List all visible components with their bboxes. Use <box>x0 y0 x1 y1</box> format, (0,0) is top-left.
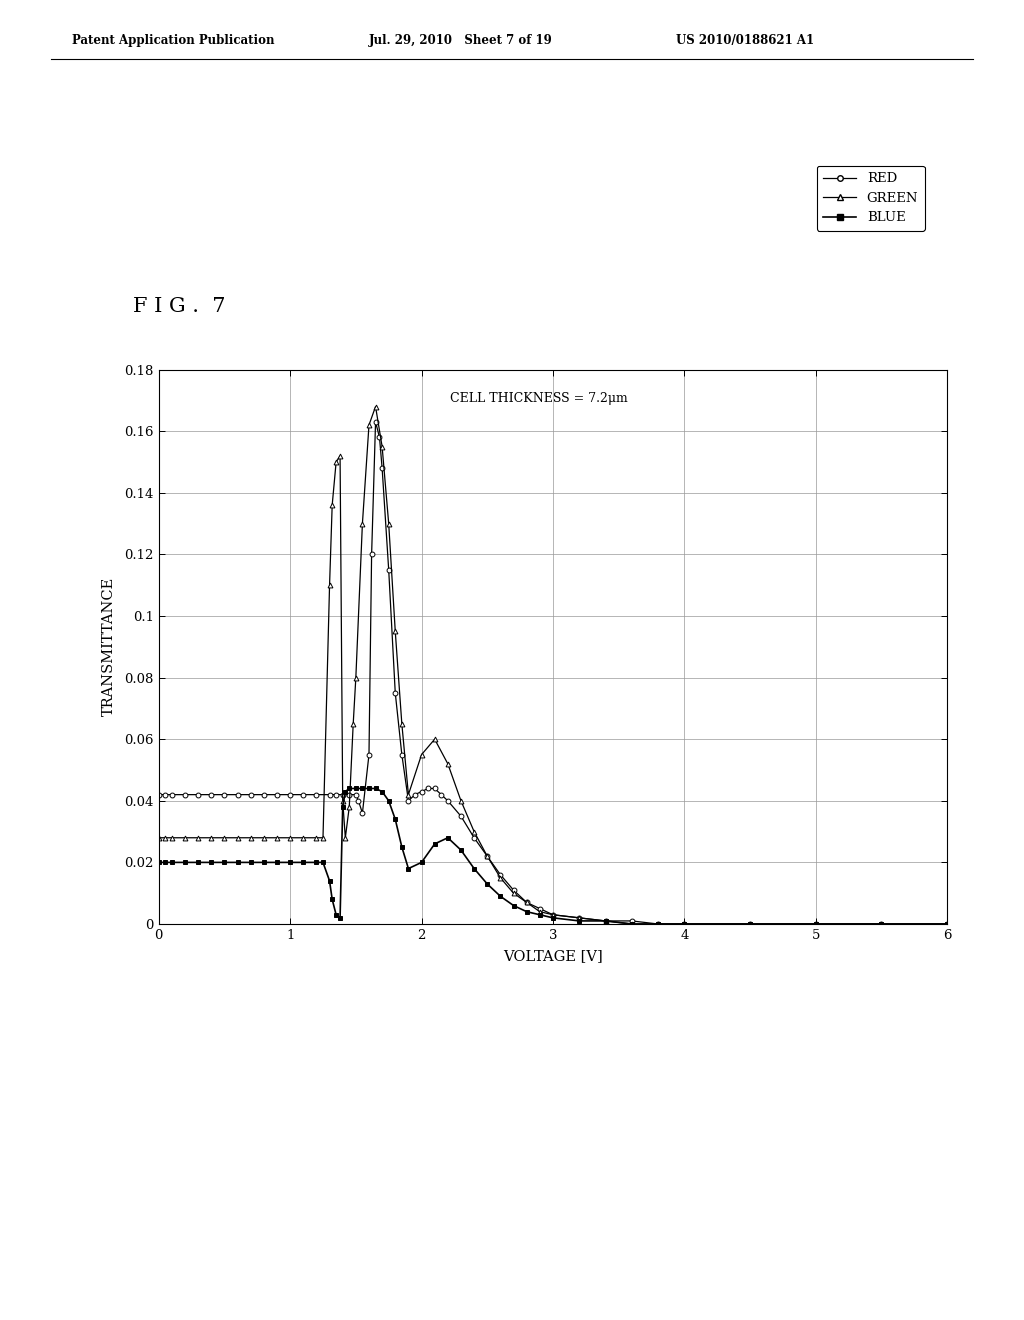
GREEN <box>334 447 346 463</box>
Text: CELL THICKNESS = 7.2μm: CELL THICKNESS = 7.2μm <box>451 392 628 405</box>
RED <box>422 780 434 796</box>
RED <box>324 787 336 803</box>
GREEN <box>416 747 428 763</box>
BLUE <box>284 854 296 870</box>
BLUE <box>626 916 638 932</box>
GREEN <box>193 830 205 846</box>
Line: RED: RED <box>157 420 949 927</box>
Text: US 2010/0188621 A1: US 2010/0188621 A1 <box>676 34 814 48</box>
BLUE <box>324 873 336 888</box>
Line: GREEN: GREEN <box>157 404 949 927</box>
BLUE <box>343 780 355 796</box>
RED <box>416 784 428 800</box>
BLUE <box>153 854 165 870</box>
GREEN <box>441 756 454 772</box>
BLUE <box>326 891 338 907</box>
GREEN <box>356 516 369 532</box>
Text: F I G .  7: F I G . 7 <box>133 297 225 315</box>
RED <box>153 787 165 803</box>
Y-axis label: TRANSMITTANCE: TRANSMITTANCE <box>102 577 116 717</box>
Line: BLUE: BLUE <box>157 785 949 927</box>
Legend: RED, GREEN, BLUE: RED, GREEN, BLUE <box>816 165 925 231</box>
GREEN <box>370 399 382 414</box>
RED <box>441 793 454 809</box>
RED <box>652 916 665 932</box>
GREEN <box>153 830 165 846</box>
RED <box>941 916 953 932</box>
GREEN <box>383 516 395 532</box>
BLUE <box>876 916 888 932</box>
RED <box>435 787 447 803</box>
RED <box>520 895 532 911</box>
X-axis label: VOLTAGE [V]: VOLTAGE [V] <box>503 949 603 962</box>
BLUE <box>941 916 953 932</box>
GREEN <box>941 916 953 932</box>
RED <box>370 414 382 430</box>
BLUE <box>495 888 507 904</box>
GREEN <box>626 916 638 932</box>
BLUE <box>455 842 467 858</box>
Text: Patent Application Publication: Patent Application Publication <box>72 34 274 48</box>
Text: Jul. 29, 2010   Sheet 7 of 19: Jul. 29, 2010 Sheet 7 of 19 <box>369 34 552 48</box>
